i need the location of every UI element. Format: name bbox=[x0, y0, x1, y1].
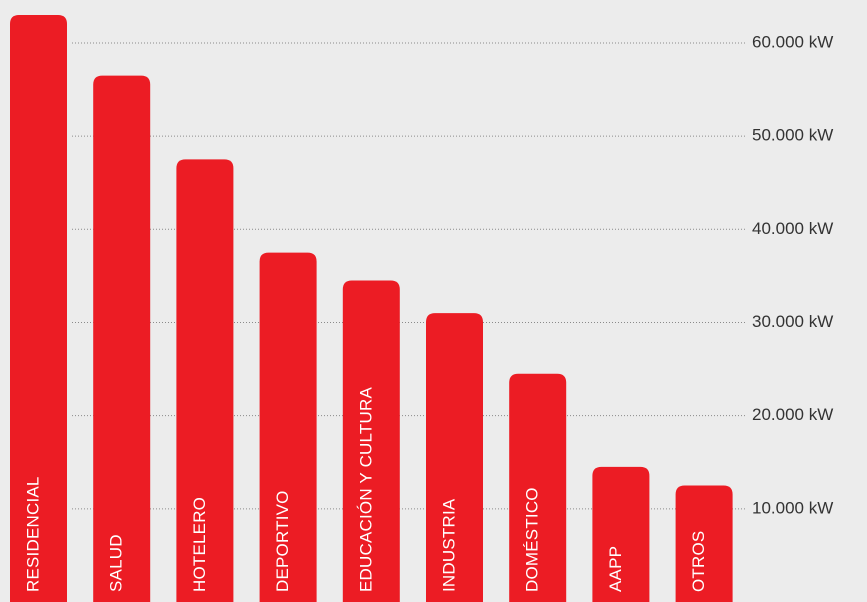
bar bbox=[426, 313, 483, 602]
bar bbox=[259, 252, 317, 602]
bar-category-label: SALUD bbox=[107, 534, 126, 592]
bar bbox=[10, 15, 67, 602]
bar-category-label: AAPP bbox=[606, 546, 625, 592]
bar-category-label: OTROS bbox=[689, 531, 708, 592]
bar-labels: RESIDENCIAL SALUD HOTELERO DEPORTIVO EDUCACI… bbox=[23, 387, 708, 592]
bar-category-label: HOTELERO bbox=[190, 497, 209, 592]
bar bbox=[592, 466, 650, 602]
bar bbox=[176, 159, 234, 602]
bar-category-label: DEPORTIVO bbox=[273, 490, 292, 592]
bar-category-label: RESIDENCIAL bbox=[23, 476, 42, 592]
gridlines bbox=[72, 42, 745, 510]
y-tick-label: 60.000 kW bbox=[752, 32, 833, 51]
bars bbox=[10, 15, 733, 602]
y-tick-label: 50.000 kW bbox=[752, 126, 833, 145]
y-tick-label: 20.000 kW bbox=[752, 405, 833, 424]
y-tick-label: 40.000 kW bbox=[752, 219, 833, 238]
bar bbox=[509, 373, 567, 602]
y-tick-label: 30.000 kW bbox=[752, 312, 833, 331]
y-tick-label: 10.000 kW bbox=[752, 498, 833, 517]
bar-category-label: EDUCACIÓN Y CULTURA bbox=[356, 387, 375, 592]
bar-category-label: INDUSTRIA bbox=[439, 498, 458, 592]
bar-category-label: DOMÉSTICO bbox=[523, 487, 542, 592]
bar bbox=[93, 75, 151, 602]
bar bbox=[342, 280, 400, 602]
bar bbox=[675, 485, 733, 602]
y-axis-tick-labels: 10.000 kW 20.000 kW 30.000 kW 40.000 kW 50.0… bbox=[752, 32, 833, 517]
